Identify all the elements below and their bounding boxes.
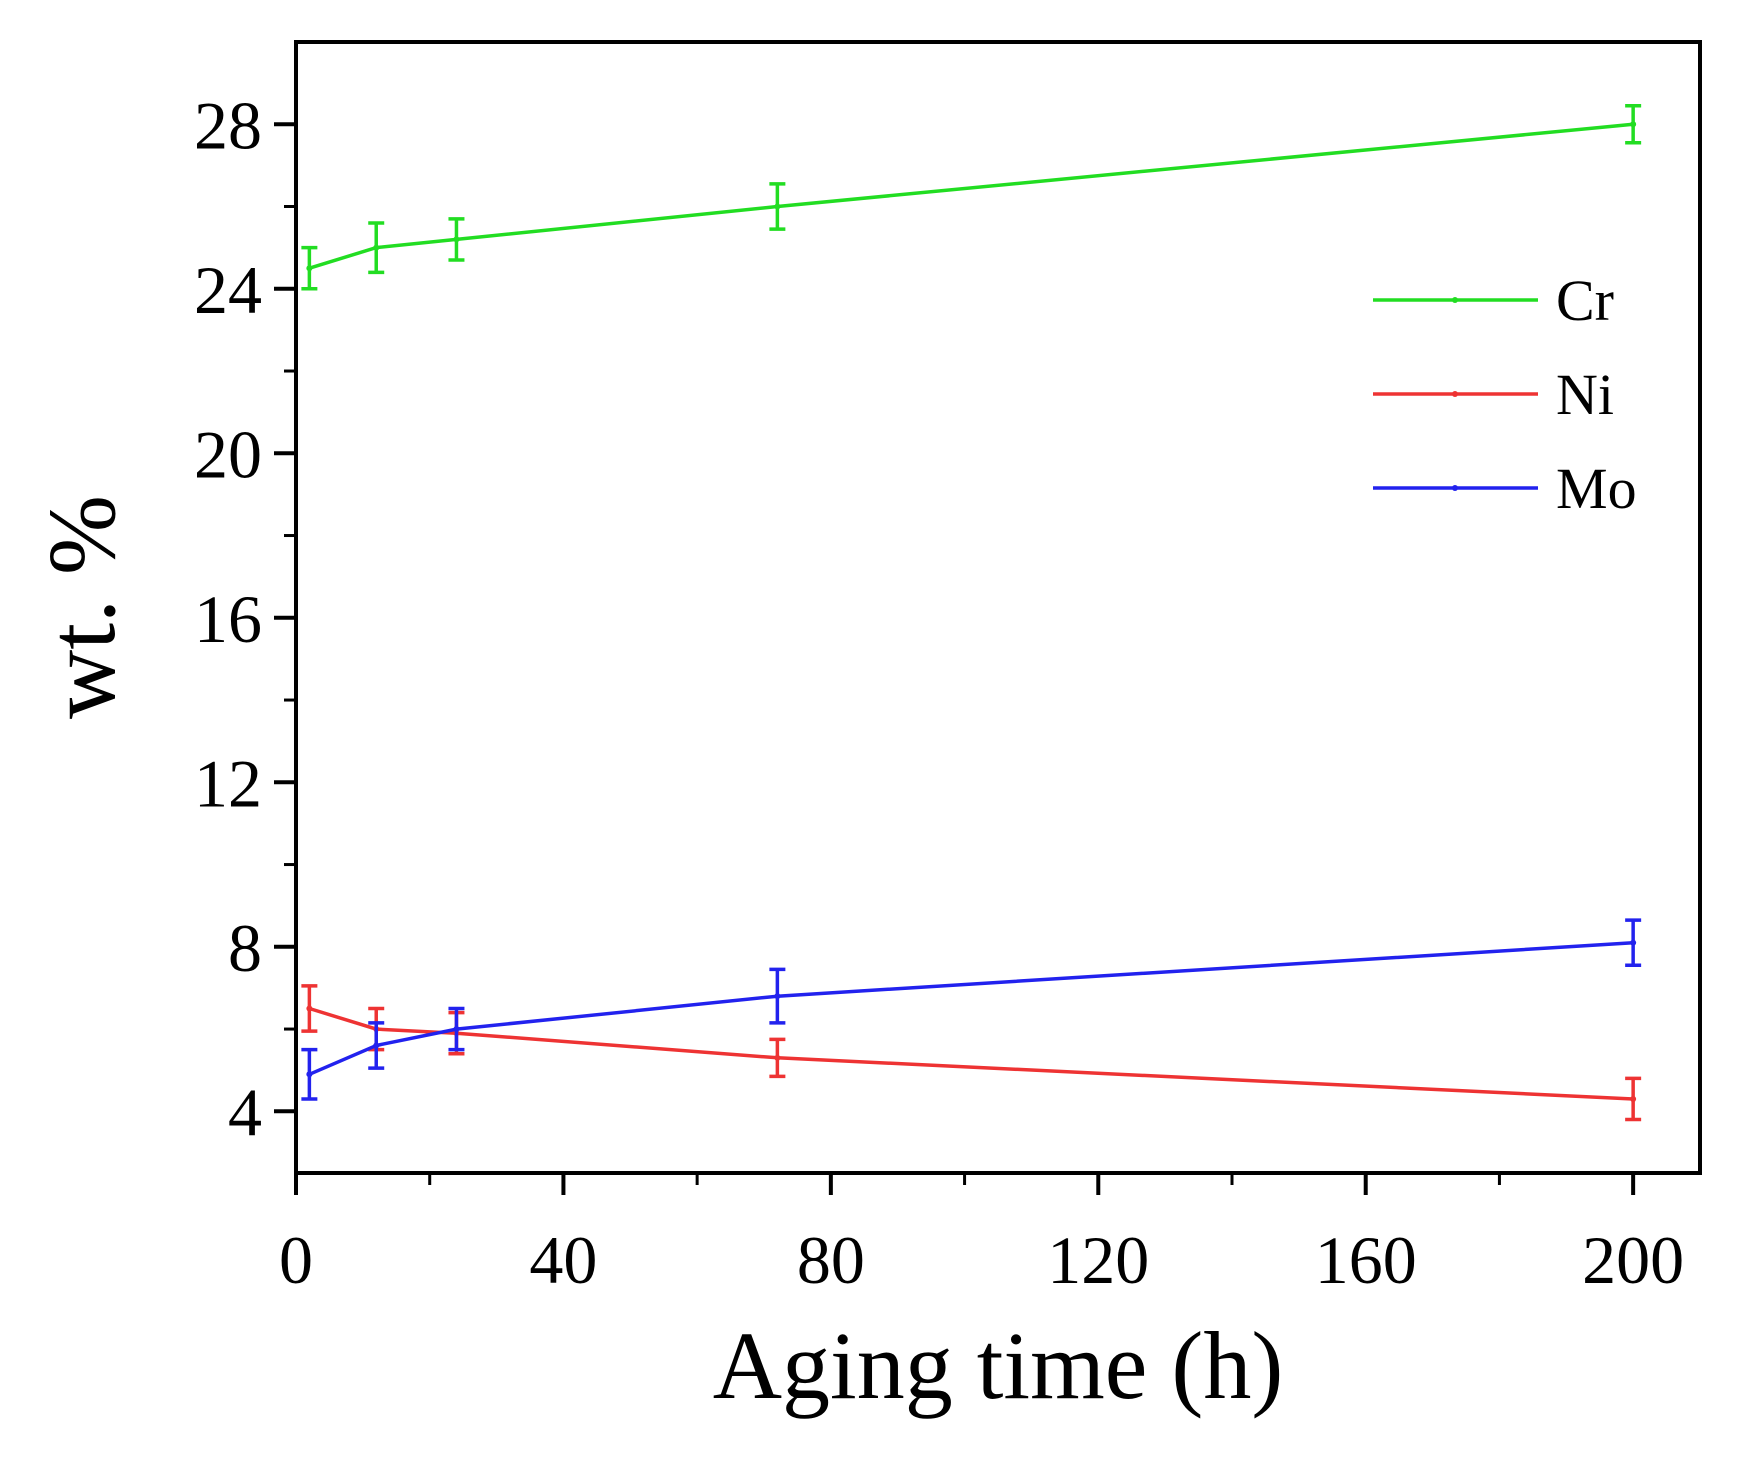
plot-frame [294,40,1702,1175]
legend-label-cr: Cr [1556,268,1614,333]
y-tick-label: 28 [194,87,262,163]
legend-marker-cr [1452,297,1458,303]
y-tick-label: 20 [194,416,262,492]
legend-marker-ni [1452,391,1458,397]
series-line-cr [308,122,1634,270]
x-tick-label: 40 [529,1222,597,1298]
data-point-mo [453,1026,460,1033]
y-tick-label: 16 [194,581,262,657]
x-tick-label: 120 [1047,1222,1149,1298]
x-tick-label: 200 [1582,1222,1684,1298]
legend-label-ni: Ni [1556,362,1614,427]
y-tick-label: 4 [228,1074,262,1150]
legend: Cr Ni Mo [1373,268,1637,521]
series-layer [301,103,1642,1122]
series-line-mo [308,940,1634,1076]
y-axis-title: wt. % [28,495,135,719]
data-point-ni [774,1054,781,1061]
data-point-mo [373,1042,380,1049]
data-point-cr [306,265,313,272]
x-axis-title: Aging time (h) [713,1312,1284,1419]
x-tick-label: 80 [797,1222,865,1298]
data-point-mo [774,993,781,1000]
axis-ticks: 0 40 80 120 160 200 4 8 12 16 20 24 28 [194,87,1684,1298]
data-point-ni [306,1005,313,1012]
legend-label-mo: Mo [1556,456,1637,521]
data-point-mo [1630,939,1637,946]
data-point-cr [1630,121,1637,128]
data-point-mo [306,1071,313,1078]
x-tick-label: 160 [1315,1222,1417,1298]
data-point-ni [1630,1095,1637,1102]
data-point-cr [373,244,380,251]
y-tick-label: 12 [194,745,262,821]
data-point-cr [774,203,781,210]
data-point-cr [453,236,460,243]
legend-marker-mo [1452,485,1458,491]
y-tick-label: 24 [194,252,262,328]
y-tick-label: 8 [228,910,262,986]
x-tick-label: 0 [279,1222,313,1298]
